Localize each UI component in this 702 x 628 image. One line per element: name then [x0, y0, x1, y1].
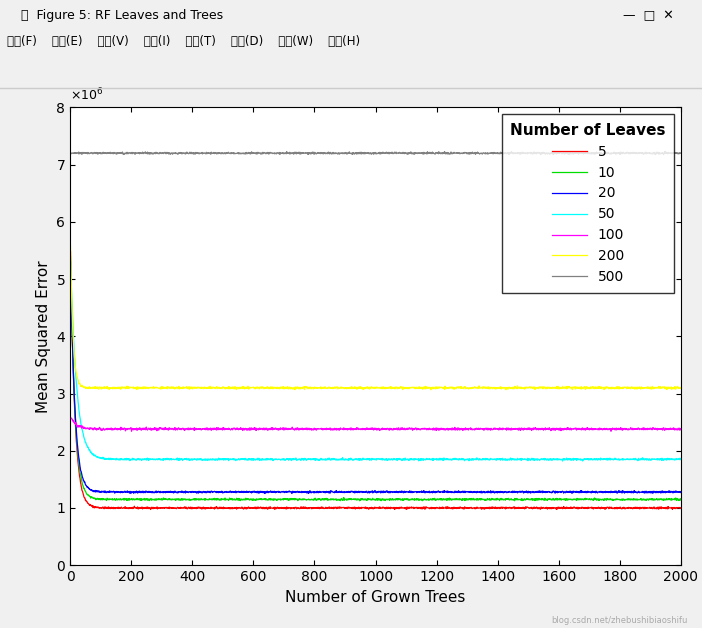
10	[98, 496, 106, 504]
Line: 50: 50	[70, 261, 681, 461]
5	[677, 504, 685, 512]
5	[659, 504, 668, 512]
X-axis label: Number of Grown Trees: Number of Grown Trees	[286, 590, 465, 605]
5	[146, 506, 154, 513]
Text: 文件(F)    编辑(E)    查看(V)    插入(I)    工具(T)    桌面(D)    窗口(W)    帮助(H): 文件(F) 编辑(E) 查看(V) 插入(I) 工具(T) 桌面(D) 窗口(W…	[7, 35, 360, 48]
10	[364, 495, 372, 502]
100	[66, 413, 74, 421]
50	[558, 457, 567, 465]
Line: 10: 10	[70, 257, 681, 501]
10	[66, 253, 74, 261]
200	[363, 383, 371, 391]
50	[659, 455, 668, 463]
10	[659, 495, 668, 502]
100	[659, 424, 668, 431]
10	[355, 497, 364, 504]
50	[547, 456, 555, 463]
20	[548, 489, 556, 497]
50	[66, 257, 74, 265]
20	[659, 488, 668, 495]
50	[98, 455, 106, 462]
10	[548, 495, 556, 503]
Line: 200: 200	[70, 246, 681, 390]
200	[659, 384, 668, 391]
200	[659, 384, 668, 391]
50	[363, 455, 371, 462]
10	[659, 496, 668, 504]
500	[659, 151, 668, 158]
100	[607, 428, 615, 435]
200	[677, 384, 685, 392]
100	[547, 425, 555, 433]
200	[347, 384, 355, 392]
200	[98, 385, 106, 392]
200	[66, 242, 74, 250]
50	[677, 455, 685, 462]
5	[659, 504, 668, 512]
20	[364, 489, 372, 497]
Line: 100: 100	[70, 417, 681, 431]
20	[677, 489, 685, 496]
5	[66, 248, 74, 256]
500	[548, 149, 556, 156]
500	[440, 148, 449, 155]
20	[304, 490, 312, 497]
500	[347, 150, 355, 158]
20	[66, 258, 74, 266]
500	[98, 149, 106, 157]
100	[347, 425, 355, 432]
50	[347, 455, 355, 463]
Text: 🔴  Figure 5: RF Leaves and Trees: 🔴 Figure 5: RF Leaves and Trees	[21, 9, 223, 22]
Text: $\times10^6$: $\times10^6$	[70, 86, 104, 103]
Text: —  □  ✕: — □ ✕	[623, 9, 674, 22]
5	[364, 504, 372, 512]
100	[363, 426, 371, 433]
5	[548, 504, 556, 512]
Legend: 5, 10, 20, 50, 100, 200, 500: 5, 10, 20, 50, 100, 200, 500	[502, 114, 674, 293]
500	[677, 149, 685, 157]
10	[347, 495, 355, 502]
Line: 20: 20	[70, 262, 681, 494]
20	[659, 488, 668, 495]
5	[98, 504, 106, 512]
Line: 5: 5	[70, 252, 681, 509]
20	[98, 487, 106, 495]
5	[347, 504, 356, 511]
500	[66, 149, 74, 156]
500	[660, 149, 668, 157]
Line: 500: 500	[70, 151, 681, 154]
50	[659, 456, 668, 463]
500	[363, 149, 371, 157]
20	[347, 487, 356, 495]
100	[98, 425, 106, 433]
200	[427, 386, 435, 394]
Text: blog.csdn.net/zhebushibiaoshifu: blog.csdn.net/zhebushibiaoshifu	[552, 615, 688, 625]
200	[548, 384, 556, 391]
Y-axis label: Mean Squared Error: Mean Squared Error	[36, 260, 51, 413]
100	[659, 424, 668, 431]
500	[536, 151, 545, 158]
100	[677, 425, 685, 433]
10	[677, 495, 685, 503]
